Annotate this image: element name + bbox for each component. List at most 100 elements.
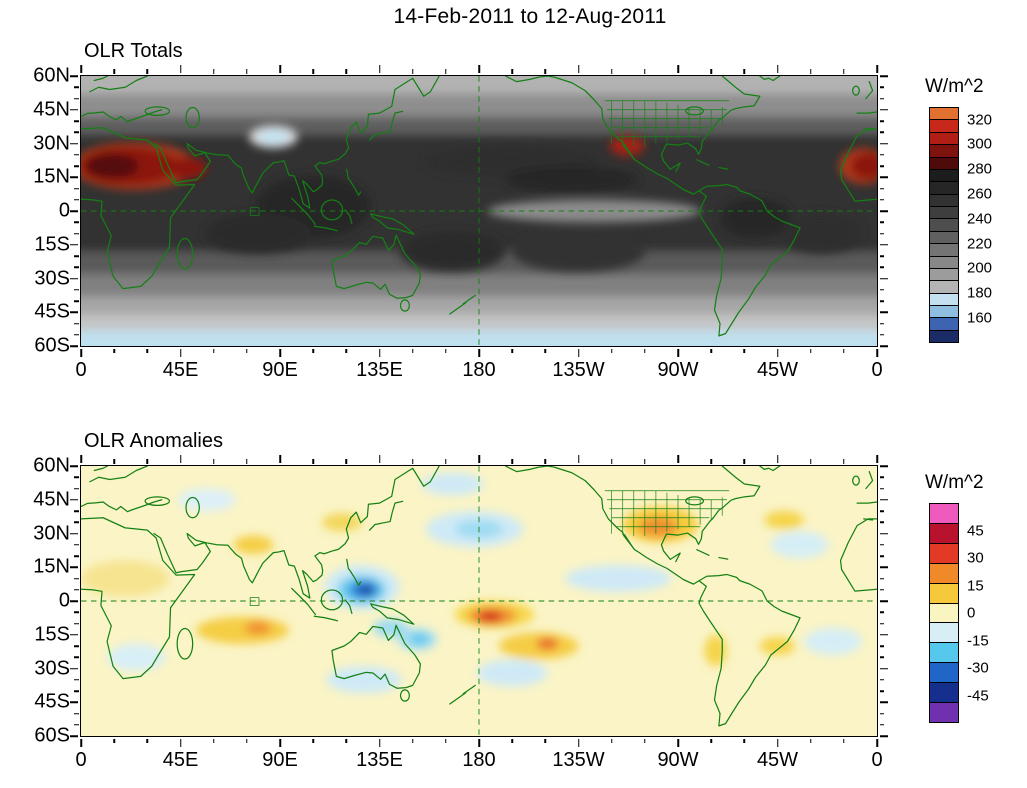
y-minor-tick xyxy=(74,555,79,557)
y-major-tick xyxy=(880,142,888,145)
x-minor-tick xyxy=(312,69,314,74)
colorbar-box xyxy=(930,522,958,543)
x-minor-tick xyxy=(710,738,712,743)
y-tick-label: 0 xyxy=(58,589,70,612)
y-minor-tick xyxy=(74,266,79,268)
y-minor-tick xyxy=(74,611,79,613)
y-major-tick xyxy=(70,600,78,602)
x-major-tick xyxy=(776,349,779,357)
x-major-tick xyxy=(478,739,480,747)
y-minor-tick xyxy=(879,656,884,658)
y-minor-tick xyxy=(879,724,884,726)
x-major-tick xyxy=(776,455,779,463)
x-tick-label: 45W xyxy=(756,749,799,771)
colorbar-tick-label: 240 xyxy=(967,210,993,228)
brazil-positive xyxy=(759,637,796,655)
x-major-tick xyxy=(577,349,580,357)
northeast-pacific-dark-band xyxy=(505,166,639,193)
dateline-positive-core xyxy=(477,611,503,623)
colorbar-tick-label: 200 xyxy=(967,259,993,277)
y-tick-label: 45S xyxy=(34,300,70,323)
africa-yellow-wash xyxy=(81,560,170,597)
y-tick-label: 30N xyxy=(33,132,70,154)
contour-features xyxy=(81,125,877,272)
x-minor-tick xyxy=(113,459,115,464)
x-major-tick xyxy=(577,739,580,747)
y-minor-tick xyxy=(74,334,79,336)
x-minor-tick xyxy=(212,738,215,743)
y-minor-tick xyxy=(879,232,884,235)
x-tick-label: 135E xyxy=(356,749,403,771)
colorbar-box xyxy=(930,218,958,231)
north-atlantic-negative xyxy=(770,531,829,559)
y-minor-tick xyxy=(74,86,79,88)
y-minor-tick xyxy=(879,86,884,88)
colorbar-box xyxy=(930,582,958,603)
x-minor-tick xyxy=(212,69,215,74)
y-minor-tick xyxy=(74,232,79,235)
x-tick-label: 90W xyxy=(657,749,699,771)
colorbar-box xyxy=(930,622,958,643)
y-minor-tick xyxy=(879,97,884,100)
y-minor-tick xyxy=(879,476,884,478)
colorbar-box xyxy=(930,329,958,343)
x-major-tick xyxy=(776,65,779,73)
x-minor-tick xyxy=(411,738,414,743)
y-minor-tick xyxy=(879,154,884,156)
x-minor-tick xyxy=(146,459,149,464)
x-minor-tick xyxy=(246,348,248,353)
y-major-tick xyxy=(70,176,78,178)
y-minor-tick xyxy=(74,131,79,133)
x-minor-tick xyxy=(411,69,414,74)
mexico-high xyxy=(609,135,645,156)
colorbar-units-label: W/m^2 xyxy=(925,76,984,97)
y-minor-tick xyxy=(879,510,884,512)
y-major-tick xyxy=(70,566,78,568)
y-minor-tick xyxy=(879,622,884,625)
x-major-tick xyxy=(677,455,679,463)
x-minor-tick xyxy=(246,738,248,743)
timor-negative xyxy=(372,619,409,637)
y-minor-tick xyxy=(74,656,79,658)
map-canvas-olr-totals xyxy=(81,76,877,346)
y-major-tick xyxy=(70,735,78,737)
x-major-tick xyxy=(179,455,182,463)
x-minor-tick xyxy=(445,738,447,743)
y-tick-label: 45N xyxy=(33,488,70,511)
x-minor-tick xyxy=(113,69,115,74)
colorbar-box xyxy=(930,662,958,683)
map-olr-anomalies: 0 60N 45E 45N 90E 30N 135E 15N 180 0 135W 15S 90W 30S… xyxy=(33,455,888,771)
x-tick-label: 0 xyxy=(871,359,883,381)
x-minor-tick xyxy=(445,69,447,74)
map-canvas-olr-anomalies xyxy=(81,466,877,736)
colorbar-box xyxy=(930,317,958,330)
y-major-tick xyxy=(70,75,78,77)
y-minor-tick xyxy=(879,334,884,336)
y-major-tick xyxy=(880,600,888,602)
y-minor-tick xyxy=(879,690,884,692)
colorbar-box xyxy=(930,504,958,523)
x-minor-tick xyxy=(113,738,115,743)
y-tick-label: 0 xyxy=(58,199,70,222)
x-major-tick xyxy=(677,739,679,747)
colorbar-box xyxy=(930,206,958,219)
y-major-tick xyxy=(880,109,888,111)
x-major-tick xyxy=(577,455,580,463)
colorbar-box xyxy=(930,642,958,663)
y-minor-tick xyxy=(879,300,884,302)
y-minor-tick xyxy=(74,487,79,490)
colorbar-box xyxy=(930,131,958,145)
x-tick-label: 90E xyxy=(262,359,298,381)
y-major-tick xyxy=(880,465,888,467)
y-minor-tick xyxy=(879,255,884,257)
x-major-tick xyxy=(776,739,779,747)
y-minor-tick xyxy=(879,187,884,190)
y-minor-tick xyxy=(74,199,79,201)
y-minor-tick xyxy=(74,289,79,291)
x-minor-tick xyxy=(644,738,646,743)
x-minor-tick xyxy=(610,738,613,743)
x-minor-tick xyxy=(345,459,348,464)
y-major-tick xyxy=(880,210,888,212)
y-minor-tick xyxy=(879,165,884,167)
x-minor-tick xyxy=(809,459,812,464)
